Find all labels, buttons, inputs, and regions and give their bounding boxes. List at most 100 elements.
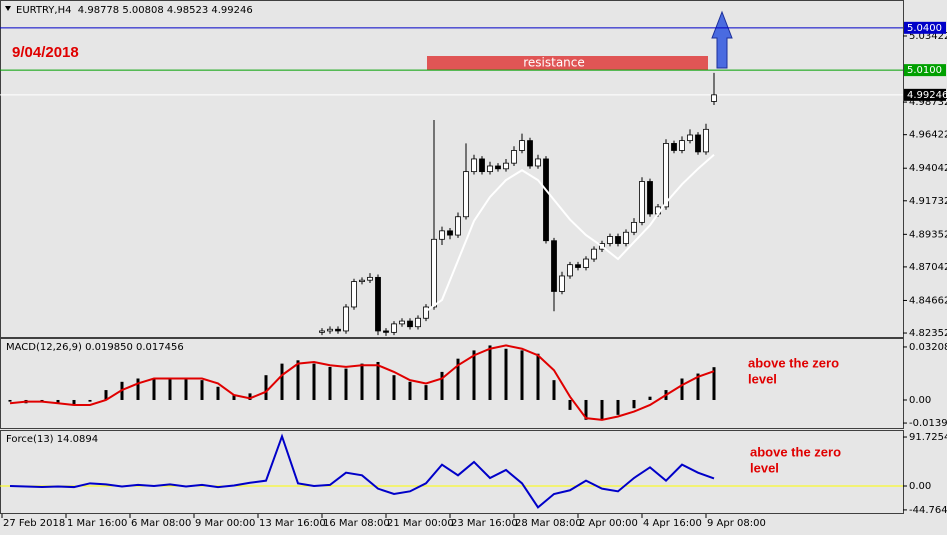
y-tick-label: 4.89352 bbox=[909, 229, 947, 240]
macd-bar bbox=[344, 368, 348, 400]
macd-bar bbox=[312, 363, 316, 400]
y-tick-label: 4.94042 bbox=[909, 163, 947, 174]
x-tick-label: 16 Mar 08:00 bbox=[323, 518, 390, 529]
macd-title: MACD(12,26,9) 0.019850 0.017456 bbox=[6, 342, 184, 353]
candle-body bbox=[583, 258, 589, 268]
macd-bar bbox=[88, 399, 92, 402]
candle-body bbox=[623, 231, 629, 244]
up-arrow bbox=[711, 10, 733, 69]
y-tick-label: 5.03422 bbox=[909, 31, 947, 42]
candle-body bbox=[631, 221, 637, 233]
y-tick-label: 91.7254 bbox=[909, 432, 947, 443]
date-annotation: 9/04/2018 bbox=[12, 44, 79, 61]
candle-body bbox=[487, 165, 493, 173]
candle-body bbox=[439, 230, 445, 240]
y-tick-label: 4.82352 bbox=[909, 328, 947, 339]
candle-body bbox=[559, 275, 565, 292]
candle-body bbox=[327, 328, 333, 332]
series-line bbox=[425, 153, 715, 313]
macd-bar bbox=[248, 393, 252, 400]
candle-body bbox=[687, 134, 693, 142]
macd-bar bbox=[472, 350, 476, 400]
candle-body bbox=[335, 328, 341, 332]
macd-bar bbox=[8, 399, 12, 402]
candle-body bbox=[511, 150, 517, 164]
macd-bar bbox=[408, 381, 412, 400]
candle-body bbox=[471, 158, 477, 173]
candle-body bbox=[527, 140, 533, 167]
macd-bar bbox=[168, 378, 172, 400]
macd-bar bbox=[424, 385, 428, 400]
candle-body bbox=[359, 279, 365, 282]
candle-body bbox=[607, 236, 613, 244]
macd-bar bbox=[712, 367, 716, 400]
x-tick-label: 2 Apr 00:00 bbox=[579, 518, 638, 529]
candle-body bbox=[391, 323, 397, 333]
candle-body bbox=[375, 276, 381, 332]
y-tick-label: 4.84662 bbox=[909, 295, 947, 306]
candle-body bbox=[367, 276, 373, 281]
candle-body bbox=[591, 248, 597, 260]
macd-bar bbox=[504, 348, 508, 400]
candle-body bbox=[567, 264, 573, 277]
macd-bar bbox=[696, 373, 700, 400]
candle-body bbox=[703, 128, 709, 153]
macd-bar bbox=[376, 361, 380, 400]
macd-panel bbox=[0, 338, 904, 429]
x-tick-label: 27 Feb 2018 bbox=[3, 518, 65, 529]
macd-annotation: above the zero bbox=[748, 355, 839, 370]
candle-body bbox=[663, 143, 669, 208]
y-tick-label: 0.00 bbox=[909, 395, 931, 406]
candle-body bbox=[351, 281, 357, 308]
series-line bbox=[9, 344, 715, 421]
candle-body bbox=[543, 158, 549, 242]
macd-bar bbox=[360, 363, 364, 400]
candle-body bbox=[695, 134, 701, 153]
candle-body bbox=[647, 181, 653, 215]
level-label-box bbox=[904, 64, 946, 77]
candle-body bbox=[519, 140, 525, 151]
candle-body bbox=[679, 140, 685, 151]
candle-body bbox=[575, 264, 581, 268]
symbol-icon bbox=[5, 6, 11, 11]
macd-bar bbox=[632, 399, 636, 409]
candle-body bbox=[639, 181, 645, 223]
force-title: Force(13) 14.0894 bbox=[6, 434, 98, 445]
chart-title: EURTRY,H4 4.98778 5.00808 4.98523 4.9924… bbox=[16, 5, 253, 16]
macd-bar bbox=[392, 375, 396, 400]
macd-bar bbox=[616, 399, 620, 415]
macd-bar bbox=[56, 399, 60, 404]
candle-body bbox=[615, 236, 621, 244]
candle-body bbox=[455, 216, 461, 236]
force-annotation: above the zero bbox=[750, 444, 841, 459]
x-tick-label: 28 Mar 08:00 bbox=[515, 518, 582, 529]
macd-bar bbox=[536, 353, 540, 400]
candle-body bbox=[479, 158, 485, 173]
macd-bar bbox=[680, 378, 684, 400]
candle-body bbox=[343, 306, 349, 332]
y-tick-label: 0.032086 bbox=[909, 342, 947, 353]
level-label-box bbox=[904, 88, 946, 101]
level-label: 5.0400 bbox=[907, 23, 942, 34]
candle-body bbox=[503, 162, 509, 170]
macd-bar bbox=[280, 363, 284, 400]
candle-body bbox=[431, 238, 437, 308]
x-tick-label: 1 Mar 16:00 bbox=[67, 518, 127, 529]
macd-bar bbox=[440, 371, 444, 400]
candle-body bbox=[495, 165, 501, 170]
macd-bar bbox=[200, 380, 204, 400]
macd-bar bbox=[152, 378, 156, 400]
y-tick-label: 4.91732 bbox=[909, 196, 947, 207]
x-tick-label: 23 Mar 16:00 bbox=[451, 518, 518, 529]
candle-body bbox=[423, 306, 429, 319]
level-label-box bbox=[904, 21, 946, 34]
level-label: 5.0100 bbox=[907, 65, 942, 76]
macd-bar bbox=[552, 380, 556, 400]
x-tick-label: 21 Mar 00:00 bbox=[387, 518, 454, 529]
macd-bar bbox=[184, 378, 188, 400]
macd-bar bbox=[488, 345, 492, 400]
x-tick-label: 9 Apr 08:00 bbox=[707, 518, 766, 529]
y-tick-label: 4.98732 bbox=[909, 97, 947, 108]
candle-body bbox=[319, 330, 325, 333]
